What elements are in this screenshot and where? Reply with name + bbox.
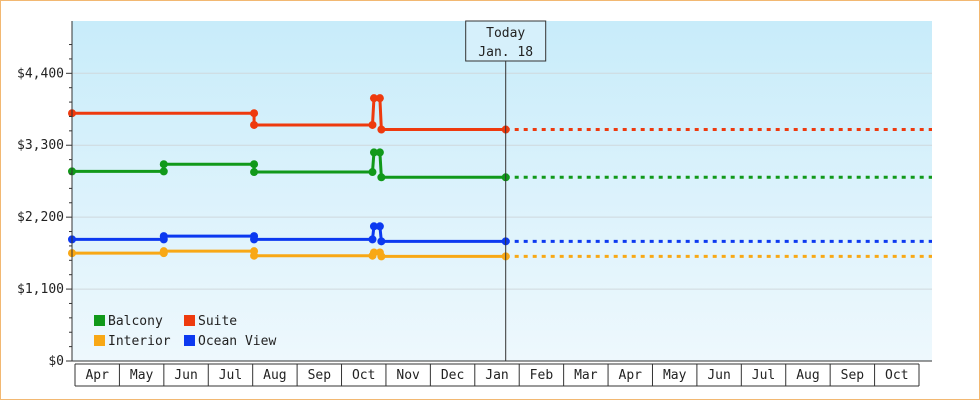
month-label: Nov bbox=[396, 368, 420, 383]
series-point bbox=[377, 237, 386, 246]
today-box bbox=[465, 20, 547, 62]
legend: Balcony Suite Interior Ocean View bbox=[94, 314, 276, 349]
legend-swatch bbox=[94, 315, 105, 326]
month-label: Sep bbox=[841, 368, 865, 383]
month-label: Dec bbox=[441, 368, 464, 383]
month-label: May bbox=[130, 368, 154, 383]
y-tick-label: $1,100 bbox=[17, 282, 64, 297]
series-point bbox=[250, 168, 259, 177]
legend-swatch bbox=[184, 335, 195, 346]
series-point bbox=[377, 173, 386, 182]
series-point bbox=[368, 120, 377, 129]
legend-swatch bbox=[94, 335, 105, 346]
series-point bbox=[159, 247, 168, 256]
month-label: Aug bbox=[263, 368, 286, 383]
y-tick-label: $2,200 bbox=[17, 210, 64, 225]
series-point bbox=[250, 109, 259, 118]
month-label: Sep bbox=[308, 368, 332, 383]
series-point bbox=[368, 235, 377, 244]
series-point bbox=[375, 222, 384, 231]
month-label: May bbox=[663, 368, 687, 383]
month-label: Aug bbox=[796, 368, 819, 383]
series-point bbox=[377, 252, 386, 261]
series-layer bbox=[68, 94, 932, 261]
series-point bbox=[375, 148, 384, 157]
axes: $0 $1,100 $2,200 $3,300 $4,400 Apr May Jun Jul Au… bbox=[17, 21, 932, 387]
today-label: Today bbox=[486, 26, 525, 41]
month-label: Jun bbox=[174, 368, 197, 383]
series-point bbox=[377, 125, 386, 134]
series-point bbox=[159, 232, 168, 241]
series-point bbox=[159, 167, 168, 176]
legend-label: Interior bbox=[108, 334, 171, 349]
month-label: Oct bbox=[885, 368, 908, 383]
month-label: Mar bbox=[574, 368, 598, 383]
series-point bbox=[250, 251, 259, 260]
series-point bbox=[250, 235, 259, 244]
month-label: Apr bbox=[85, 368, 109, 383]
month-label: Oct bbox=[352, 368, 375, 383]
series-point bbox=[369, 222, 378, 231]
series-point bbox=[250, 160, 259, 169]
month-label: Jan bbox=[485, 368, 508, 383]
y-gridlines bbox=[72, 72, 932, 290]
series-point bbox=[369, 148, 378, 157]
y-tick-label: $0 bbox=[48, 354, 64, 369]
plot-background bbox=[72, 21, 932, 361]
legend-label: Balcony bbox=[108, 314, 163, 329]
month-label: Jul bbox=[219, 368, 242, 383]
month-label: Apr bbox=[619, 368, 643, 383]
series-point bbox=[369, 94, 378, 103]
month-label: Jun bbox=[707, 368, 730, 383]
series-point bbox=[159, 160, 168, 169]
today-marker: Today Jan. 18 bbox=[465, 20, 547, 361]
today-date: Jan. 18 bbox=[478, 45, 533, 60]
series-point bbox=[368, 168, 377, 177]
y-tick-label: $3,300 bbox=[17, 138, 64, 153]
y-tick-label: $4,400 bbox=[17, 66, 64, 81]
month-label: Jul bbox=[752, 368, 775, 383]
legend-label: Ocean View bbox=[198, 334, 276, 349]
series-point bbox=[369, 248, 378, 257]
month-label: Feb bbox=[530, 368, 554, 383]
legend-swatch bbox=[184, 315, 195, 326]
series-point bbox=[250, 120, 259, 129]
series-point bbox=[375, 94, 384, 103]
legend-label: Suite bbox=[198, 314, 237, 329]
